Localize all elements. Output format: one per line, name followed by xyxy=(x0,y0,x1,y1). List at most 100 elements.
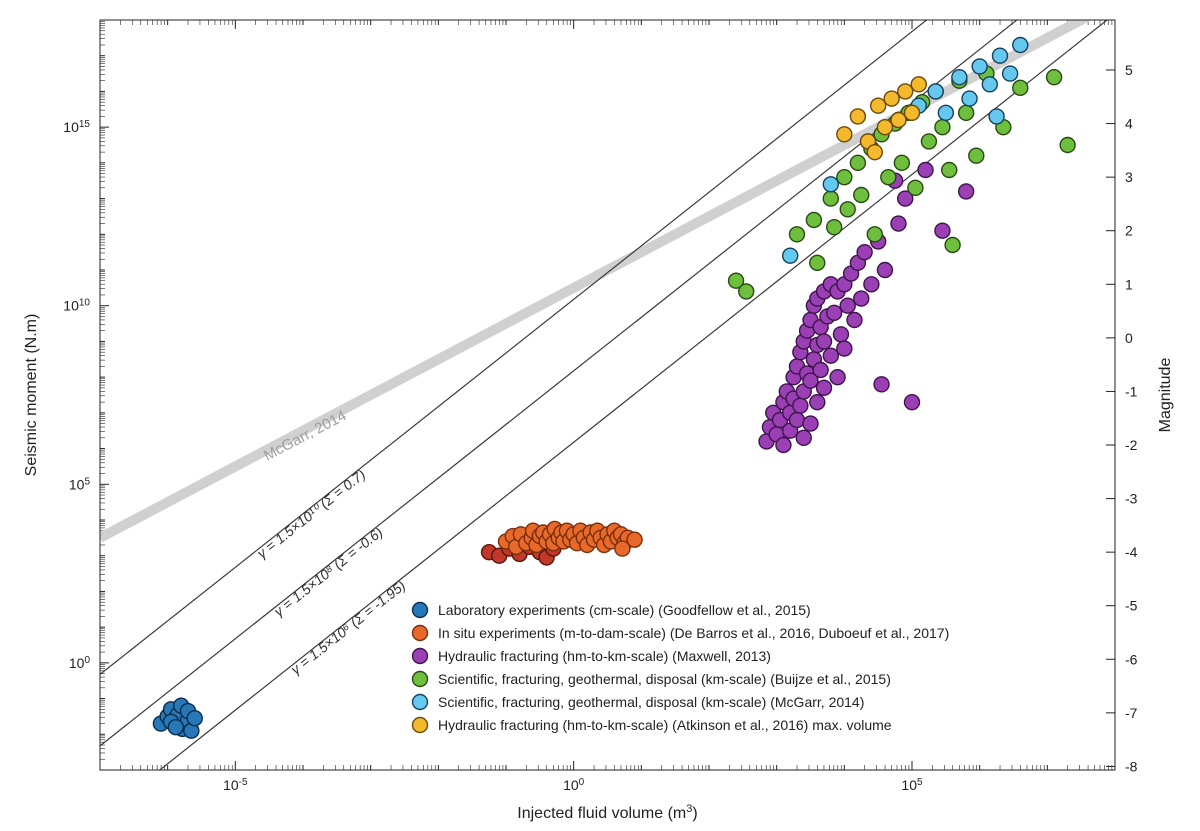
data-point xyxy=(739,284,754,299)
y-right-tick-label: 1 xyxy=(1125,276,1133,292)
y-left-tick-label: 100 xyxy=(69,654,91,671)
data-point xyxy=(833,327,848,342)
y-right-tick-label: -2 xyxy=(1125,437,1138,453)
y-right-tick-label: -7 xyxy=(1125,705,1138,721)
x-axis-label: Injected fluid volume (m3) xyxy=(517,803,697,822)
data-point xyxy=(837,127,852,142)
scatter-chart: 10-510010510010510101015-8-7-6-5-4-3-2-1… xyxy=(0,0,1200,831)
data-point xyxy=(867,145,882,160)
legend-label: Scientific, fracturing, geothermal, disp… xyxy=(438,671,891,687)
data-point xyxy=(911,77,926,92)
x-tick-label: 100 xyxy=(563,777,585,794)
data-point xyxy=(827,305,842,320)
data-point xyxy=(959,184,974,199)
legend-marker xyxy=(413,626,428,641)
legend-marker xyxy=(413,718,428,733)
y-right-tick-label: -3 xyxy=(1125,491,1138,507)
data-point xyxy=(989,109,1004,124)
data-point xyxy=(935,120,950,135)
data-point xyxy=(168,720,183,735)
data-point xyxy=(627,532,642,547)
y-right-tick-label: 2 xyxy=(1125,223,1133,239)
data-point xyxy=(823,348,838,363)
data-point xyxy=(817,380,832,395)
data-point xyxy=(908,180,923,195)
data-point xyxy=(840,202,855,217)
y-right-tick-label: 5 xyxy=(1125,62,1133,78)
data-point xyxy=(817,334,832,349)
data-point xyxy=(959,105,974,120)
data-point xyxy=(867,227,882,242)
data-point xyxy=(874,377,889,392)
y-right-tick-label: 4 xyxy=(1125,116,1133,132)
data-point xyxy=(905,105,920,120)
data-point xyxy=(837,341,852,356)
y-right-tick-label: -8 xyxy=(1125,758,1138,774)
data-point xyxy=(881,170,896,185)
legend-marker xyxy=(413,649,428,664)
x-tick-label: 10-5 xyxy=(223,777,248,794)
data-point xyxy=(1060,138,1075,153)
data-point xyxy=(928,84,943,99)
y-right-tick-label: -5 xyxy=(1125,598,1138,614)
data-point xyxy=(945,238,960,253)
data-point xyxy=(969,148,984,163)
data-point xyxy=(854,188,869,203)
data-point xyxy=(938,105,953,120)
data-point xyxy=(1003,66,1018,81)
data-point xyxy=(187,711,202,726)
data-point xyxy=(884,91,899,106)
legend-label: In situ experiments (m-to-dam-scale) (De… xyxy=(438,625,949,641)
x-tick-label: 105 xyxy=(901,777,923,794)
data-point xyxy=(789,227,804,242)
data-point xyxy=(850,109,865,124)
data-point xyxy=(813,363,828,378)
data-point xyxy=(789,413,804,428)
y-right-tick-label: -1 xyxy=(1125,383,1138,399)
data-point xyxy=(796,430,811,445)
data-point xyxy=(992,48,1007,63)
y-right-tick-label: -6 xyxy=(1125,651,1138,667)
y-left-axis-label: Seismic moment (N.m) xyxy=(23,314,40,477)
y-right-tick-label: -4 xyxy=(1125,544,1138,560)
data-point xyxy=(837,170,852,185)
y-left-tick-label: 1015 xyxy=(63,119,90,136)
legend-marker xyxy=(413,603,428,618)
data-point xyxy=(827,220,842,235)
data-point xyxy=(894,155,909,170)
data-point xyxy=(942,163,957,178)
data-point xyxy=(823,191,838,206)
y-left-tick-label: 1010 xyxy=(63,297,90,314)
data-point xyxy=(783,248,798,263)
legend-label: Hydraulic fracturing (hm-to-km-scale) (M… xyxy=(438,648,771,664)
data-point xyxy=(857,245,872,260)
data-point xyxy=(891,216,906,231)
data-point xyxy=(830,370,845,385)
data-point xyxy=(921,134,936,149)
y-right-tick-label: 3 xyxy=(1125,169,1133,185)
y-right-tick-label: 0 xyxy=(1125,330,1133,346)
data-point xyxy=(877,120,892,135)
y-left-tick-label: 105 xyxy=(69,476,91,493)
data-point xyxy=(905,395,920,410)
data-point xyxy=(962,91,977,106)
data-point xyxy=(1013,38,1028,53)
data-point xyxy=(871,98,886,113)
data-point xyxy=(823,177,838,192)
data-point xyxy=(952,70,967,85)
data-point xyxy=(810,395,825,410)
data-point xyxy=(840,298,855,313)
chart-container: 10-510010510010510101015-8-7-6-5-4-3-2-1… xyxy=(0,0,1200,831)
data-point xyxy=(891,113,906,128)
legend-label: Scientific, fracturing, geothermal, disp… xyxy=(438,694,864,710)
data-point xyxy=(810,255,825,270)
data-point xyxy=(806,213,821,228)
data-point xyxy=(850,155,865,170)
legend-label: Laboratory experiments (cm-scale) (Goodf… xyxy=(438,602,811,618)
data-point xyxy=(877,263,892,278)
data-point xyxy=(972,59,987,74)
data-point xyxy=(776,438,791,453)
data-point xyxy=(898,84,913,99)
data-point xyxy=(847,313,862,328)
y-right-axis-label: Magnitude xyxy=(1157,358,1174,433)
